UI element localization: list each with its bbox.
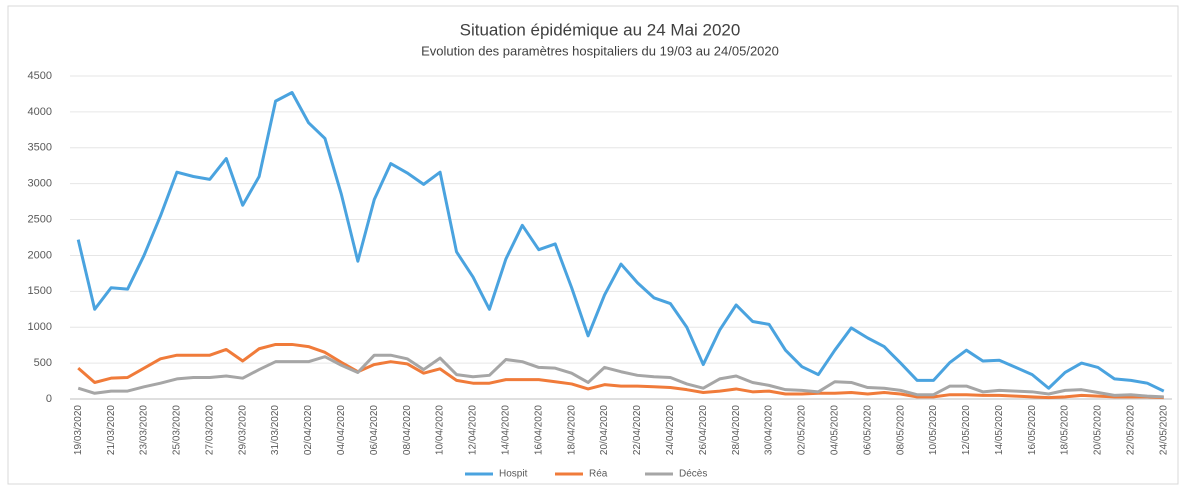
x-tick-label: 10/04/2020 (435, 405, 446, 455)
series-line (77, 353, 1164, 399)
y-tick-label: 4500 (28, 70, 52, 82)
x-tick-label: 12/05/2020 (961, 405, 972, 455)
chart-frame (7, 5, 1179, 485)
x-tick-label: 20/04/2020 (599, 405, 610, 455)
y-tick-label: 500 (34, 357, 52, 369)
x-tick-label: 10/05/2020 (928, 405, 939, 455)
chart-subtitle: Evolution des paramètres hospitaliers du… (421, 43, 779, 58)
x-tick-label: 14/05/2020 (994, 405, 1005, 455)
series-line (76, 91, 1165, 393)
legend-label: Décès (679, 469, 707, 480)
x-tick-label: 27/03/2020 (204, 405, 215, 455)
y-tick-label: 2500 (28, 213, 52, 225)
y-tick-label: 1000 (28, 321, 52, 333)
x-tick-label: 28/04/2020 (731, 405, 742, 455)
legend-label: Réa (589, 469, 608, 480)
y-tick-label: 2000 (28, 249, 52, 261)
x-tick-label: 24/04/2020 (665, 405, 676, 455)
y-tick-label: 3500 (28, 142, 52, 154)
x-tick-label: 16/04/2020 (533, 405, 544, 455)
x-tick-label: 31/03/2020 (270, 405, 281, 455)
x-tick-label: 14/04/2020 (501, 405, 512, 455)
x-tick-label: 02/05/2020 (797, 405, 808, 455)
y-tick-label: 1500 (28, 285, 52, 297)
x-tick-label: 22/05/2020 (1126, 405, 1137, 455)
x-tick-label: 04/05/2020 (829, 405, 840, 455)
series-line (77, 342, 1164, 400)
y-tick-label: 3000 (28, 178, 52, 190)
x-tick-label: 06/05/2020 (862, 405, 873, 455)
x-tick-label: 08/05/2020 (895, 405, 906, 455)
x-tick-label: 08/04/2020 (402, 405, 413, 455)
x-tick-label: 02/04/2020 (303, 405, 314, 455)
x-tick-label: 20/05/2020 (1093, 405, 1104, 455)
x-tick-label: 18/05/2020 (1060, 405, 1071, 455)
x-tick-label: 06/04/2020 (369, 405, 380, 455)
x-tick-label: 12/04/2020 (468, 405, 479, 455)
x-tick-label: 25/03/2020 (172, 405, 183, 455)
x-tick-label: 22/04/2020 (632, 405, 643, 455)
chart-title: Situation épidémique au 24 Mai 2020 (460, 20, 741, 39)
x-tick-label: 23/03/2020 (139, 405, 150, 455)
x-tick-label: 29/03/2020 (237, 405, 248, 455)
x-tick-label: 30/04/2020 (764, 405, 775, 455)
x-tick-label: 24/05/2020 (1158, 405, 1169, 455)
x-tick-label: 19/03/2020 (73, 405, 84, 455)
y-tick-label: 4000 (28, 106, 52, 118)
x-tick-label: 04/04/2020 (336, 405, 347, 455)
x-tick-label: 26/04/2020 (698, 405, 709, 455)
y-tick-label: 0 (46, 393, 52, 405)
legend-label: Hospit (499, 469, 528, 480)
x-tick-label: 21/03/2020 (106, 405, 117, 455)
x-tick-label: 16/05/2020 (1027, 405, 1038, 455)
x-tick-label: 18/04/2020 (566, 405, 577, 455)
